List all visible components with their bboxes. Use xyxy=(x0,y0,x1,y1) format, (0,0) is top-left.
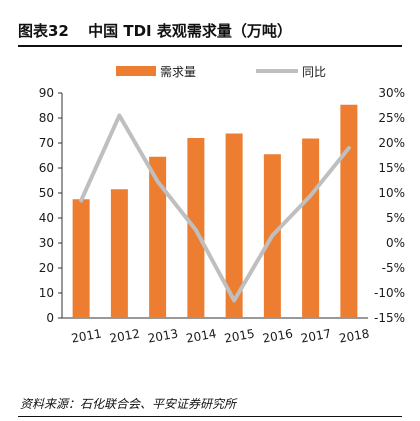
bar-2015 xyxy=(225,133,243,318)
right-tick-label: 0% xyxy=(386,236,405,250)
line-series xyxy=(79,113,351,303)
left-tick-label: 70 xyxy=(39,136,54,150)
left-tick-label: 0 xyxy=(46,311,54,325)
bar-2013 xyxy=(149,156,167,318)
figure-title: 图表32 中国 TDI 表观需求量（万吨） xyxy=(18,18,402,44)
left-tick-label: 40 xyxy=(39,211,54,225)
x-tick-label: 2012 xyxy=(108,327,141,346)
left-tick-label: 50 xyxy=(39,186,54,200)
source-note: 资料来源：石化联合会、平安证券研究所 xyxy=(20,397,237,411)
title-rule xyxy=(18,45,402,47)
right-tick-label: 15% xyxy=(378,161,405,175)
x-tick-label: 2015 xyxy=(223,327,256,346)
right-tick-label: 5% xyxy=(386,211,405,225)
bar-2012 xyxy=(110,189,128,318)
right-tick-label: 25% xyxy=(378,111,405,125)
left-tick-label: 20 xyxy=(39,261,54,275)
figure-number: 图表32 xyxy=(18,22,69,40)
right-tick-label: 30% xyxy=(378,86,405,100)
x-tick-label: 2011 xyxy=(70,327,103,346)
left-tick-label: 10 xyxy=(39,286,54,300)
bottom-rule xyxy=(18,416,402,417)
chart-legend: 需求量 同比 xyxy=(116,65,326,79)
left-tick-label: 60 xyxy=(39,161,54,175)
x-tick-label: 2018 xyxy=(338,327,371,346)
left-tick-label: 30 xyxy=(39,236,54,250)
bar-2017 xyxy=(302,138,320,318)
chart-title: 中国 TDI 表观需求量（万吨） xyxy=(88,22,292,40)
bar-2018 xyxy=(340,104,358,318)
right-tick-label: -5% xyxy=(382,261,405,275)
legend-label-demand: 需求量 xyxy=(160,65,196,79)
x-tick-label: 2013 xyxy=(147,327,180,346)
x-tick-label: 2014 xyxy=(185,327,218,346)
right-tick-label: 10% xyxy=(378,186,405,200)
tick-labels: 0 10 20 30 40 50 60 70 80 90 -15% -10% -5% 0% 5% 10% 15%… xyxy=(39,86,405,346)
right-tick-label: -10% xyxy=(374,286,405,300)
x-tick-label: 2016 xyxy=(261,327,294,346)
x-tick-label: 2017 xyxy=(300,327,333,346)
bar-2011 xyxy=(72,199,90,318)
yoy-line xyxy=(79,113,351,303)
right-tick-label: -15% xyxy=(374,311,405,325)
legend-label-yoy: 同比 xyxy=(302,65,326,79)
left-tick-label: 90 xyxy=(39,86,54,100)
right-tick-label: 20% xyxy=(378,136,405,150)
legend-swatch-demand xyxy=(116,66,156,76)
bar-series xyxy=(72,104,358,318)
left-tick-label: 80 xyxy=(39,111,54,125)
chart-axes xyxy=(58,92,368,319)
